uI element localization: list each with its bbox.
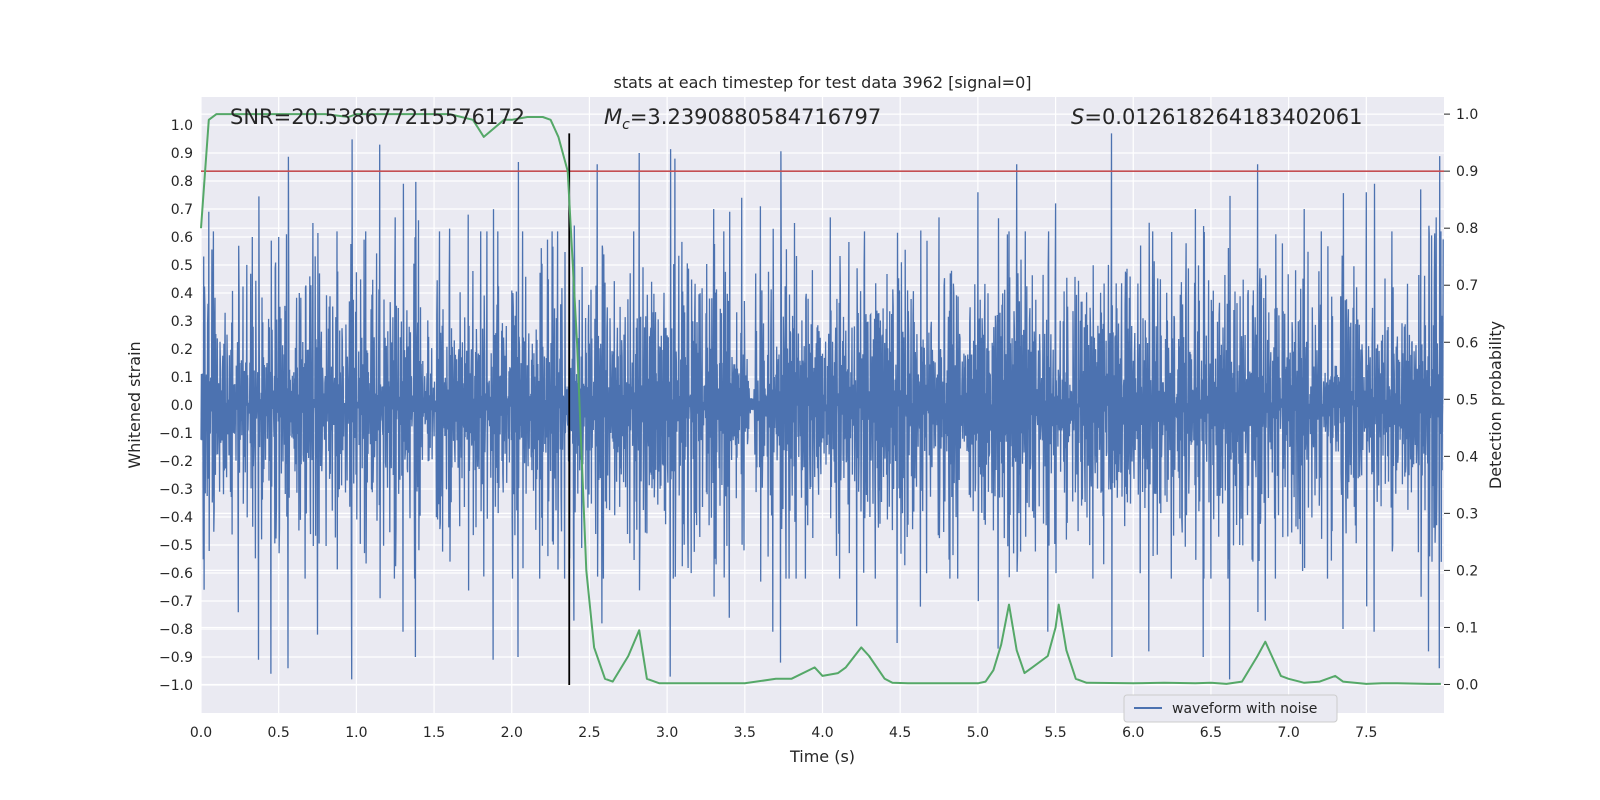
annotation-chirp-mass: Mc=3.2390880584716797: [604, 105, 881, 133]
y-tick-label: 0.8: [171, 174, 193, 190]
y-tick-label: 0.5: [171, 258, 193, 274]
y-tick-label: −0.4: [159, 510, 193, 526]
y-tick-label: 0.9: [171, 146, 193, 162]
annotation-chirp-mass-symbol: M: [604, 105, 622, 129]
x-tick-label: 4.5: [889, 725, 911, 741]
y-tick-label: 0.7: [171, 202, 193, 218]
x-tick-label: 5.0: [967, 725, 989, 741]
y2-tick-label: 1.0: [1456, 107, 1478, 123]
x-tick-label: 2.5: [578, 725, 600, 741]
y2-tick-label: 0.4: [1456, 449, 1478, 465]
waveform-series-line: [200, 133, 1444, 680]
y-tick-label: 0.3: [171, 314, 193, 330]
annotation-s-value: =0.012618264183402061: [1084, 105, 1362, 129]
x-tick-label: 1.5: [423, 725, 445, 741]
y-tick-label: 1.0: [171, 118, 193, 134]
y-axis-label: Whitened strain: [125, 341, 144, 468]
annotation-s: S=0.012618264183402061: [1071, 105, 1362, 129]
y-tick-label: 0.6: [171, 230, 193, 246]
y-tick-label: −1.0: [159, 678, 193, 694]
y-tick-label: −0.8: [159, 622, 193, 638]
y-tick-label: 0.2: [171, 342, 193, 358]
x-tick-label: 7.5: [1355, 725, 1377, 741]
x-tick-label: 7.0: [1277, 725, 1299, 741]
x-tick-label: 4.0: [811, 725, 833, 741]
x-axis-label: Time (s): [789, 747, 855, 766]
y2-tick-label: 0.6: [1456, 335, 1478, 351]
data-layer: [200, 113, 1444, 685]
y2-tick-label: 0.7: [1456, 278, 1478, 294]
y-tick-label: −0.5: [159, 538, 193, 554]
x-tick-label: 0.5: [268, 725, 290, 741]
x-tick-label: 1.0: [345, 725, 367, 741]
axis-layer: 0.0 0.5 1.0 1.5 2.0 2.5 3.0 3.5 4.0 4.5 5.0 5.5 6.0 6…: [159, 107, 1478, 741]
detection-probability-line: [200, 113, 1441, 685]
y2-tick-label: 0.5: [1456, 392, 1478, 408]
annotation-snr: SNR=20.538677215576172: [230, 105, 525, 129]
y-tick-label: −0.9: [159, 650, 193, 666]
y2-tick-label: 0.3: [1456, 506, 1478, 522]
x-tick-label: 3.0: [656, 725, 678, 741]
y-tick-label: 0.4: [171, 286, 193, 302]
legend: waveform with noise: [1123, 694, 1338, 723]
y2-tick-label: 0.0: [1456, 677, 1478, 693]
y-tick-label: −0.6: [159, 566, 193, 582]
y-tick-label: −0.1: [159, 426, 193, 442]
y-tick-label: −0.7: [159, 594, 193, 610]
x-tick-label: 0.0: [190, 725, 212, 741]
chart-title: stats at each timestep for test data 396…: [613, 73, 1031, 92]
y2-tick-label: 0.2: [1456, 563, 1478, 579]
y2-tick-label: 0.8: [1456, 221, 1478, 237]
y-tick-label: 0.1: [171, 370, 193, 386]
annotation-chirp-mass-subscript: c: [622, 117, 630, 133]
legend-box: [1123, 694, 1338, 723]
annotation-layer: SNR=20.538677215576172 Mc=3.239088058471…: [230, 105, 1362, 133]
x-tick-label: 3.5: [734, 725, 756, 741]
y-tick-label: 0.0: [171, 398, 193, 414]
y2-tick-label: 0.1: [1456, 620, 1478, 636]
x-tick-label: 6.5: [1200, 725, 1222, 741]
x-tick-label: 2.0: [501, 725, 523, 741]
y2-axis-label: Detection probability: [1486, 321, 1505, 489]
legend-label-waveform: waveform with noise: [1172, 701, 1317, 717]
y-tick-label: −0.3: [159, 482, 193, 498]
annotation-s-symbol: S: [1071, 105, 1084, 129]
y-tick-label: −0.2: [159, 454, 193, 470]
annotation-chirp-mass-value: =3.2390880584716797: [630, 105, 881, 129]
x-tick-label: 6.0: [1122, 725, 1144, 741]
x-tick-label: 5.5: [1044, 725, 1066, 741]
y2-tick-label: 0.9: [1456, 164, 1478, 180]
